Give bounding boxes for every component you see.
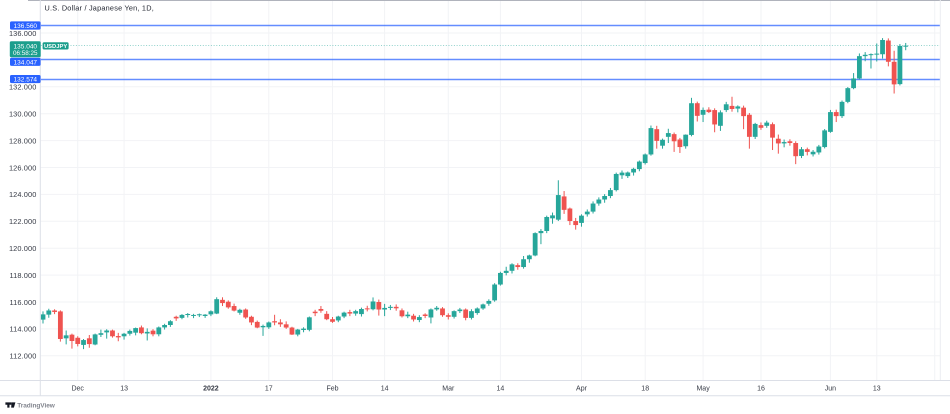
svg-text:114.000: 114.000 — [9, 325, 36, 334]
svg-text:2022: 2022 — [203, 385, 219, 392]
svg-text:126.000: 126.000 — [9, 163, 37, 172]
svg-text:Jun: Jun — [825, 385, 836, 392]
svg-text:118.000: 118.000 — [9, 271, 36, 280]
svg-text:Apr: Apr — [576, 385, 588, 392]
svg-text:16: 16 — [757, 385, 765, 392]
svg-text:18: 18 — [641, 385, 649, 392]
svg-text:17: 17 — [265, 385, 273, 392]
svg-text:13: 13 — [120, 385, 128, 392]
svg-text:134.047: 134.047 — [14, 59, 38, 66]
svg-text:May: May — [696, 385, 710, 392]
svg-text:13: 13 — [873, 385, 881, 392]
svg-text:Mar: Mar — [442, 385, 455, 392]
svg-text:06:58:25: 06:58:25 — [13, 50, 38, 57]
svg-text:112.000: 112.000 — [9, 352, 36, 361]
svg-text:TradingView: TradingView — [17, 403, 56, 410]
svg-text:136.560: 136.560 — [14, 23, 38, 30]
svg-text:14: 14 — [497, 385, 505, 392]
svg-text:Feb: Feb — [326, 385, 338, 392]
svg-text:USDJPY: USDJPY — [44, 44, 67, 50]
svg-text:136.000: 136.000 — [9, 29, 37, 38]
svg-text:130.000: 130.000 — [9, 110, 37, 119]
svg-text:132.574: 132.574 — [14, 77, 38, 84]
svg-text:U.S. Dollar / Japanese Yen, 1D: U.S. Dollar / Japanese Yen, 1D, — [45, 3, 154, 12]
svg-text:122.000: 122.000 — [9, 217, 37, 226]
svg-text:124.000: 124.000 — [9, 190, 37, 199]
svg-text:128.000: 128.000 — [9, 136, 37, 145]
svg-text:132.000: 132.000 — [9, 83, 37, 92]
svg-text:120.000: 120.000 — [9, 244, 37, 253]
svg-text:116.000: 116.000 — [9, 298, 36, 307]
svg-text:135.040: 135.040 — [14, 43, 38, 50]
svg-text:14: 14 — [381, 385, 389, 392]
svg-text:Dec: Dec — [71, 385, 84, 392]
